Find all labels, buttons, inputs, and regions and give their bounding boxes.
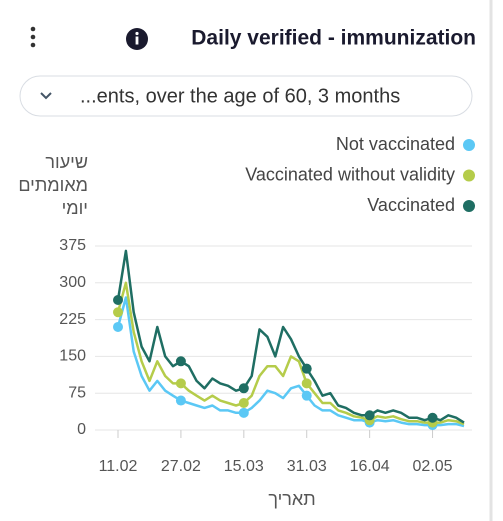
series-point (427, 412, 438, 423)
series-point (175, 395, 186, 406)
x-tick-label: 31.03 (287, 458, 327, 475)
y-tick-label: 300 (59, 274, 86, 291)
legend-swatch (463, 169, 475, 182)
series-line (116, 281, 465, 426)
x-tick-label: 16.04 (350, 458, 390, 475)
x-axis-label: תאריך (268, 489, 315, 509)
y-axis-label: מאומתים (18, 175, 88, 195)
series-point (238, 407, 249, 418)
series-point (113, 321, 123, 332)
series-point (175, 378, 186, 389)
menu-icon[interactable] (30, 26, 36, 48)
legend-label: Vaccinated (367, 195, 455, 215)
legend-swatch (463, 139, 475, 151)
x-tick-label: 15.03 (224, 458, 264, 475)
x-tick-label: 02.05 (413, 458, 453, 475)
series-point (301, 390, 312, 401)
series-line (116, 296, 465, 428)
series-point (113, 307, 123, 318)
series-point (301, 378, 312, 389)
y-tick-label: 75 (68, 384, 86, 401)
series-point (238, 383, 249, 394)
info-icon[interactable] (126, 28, 148, 50)
legend-label: Not vaccinated (336, 134, 455, 154)
series-point (364, 410, 375, 421)
legend-swatch (463, 200, 475, 212)
chevron (40, 92, 52, 100)
series-line (116, 249, 465, 424)
y-tick-label: 150 (59, 348, 86, 365)
x-tick-label: 11.02 (99, 458, 138, 475)
dropdown-text: ...ents, over the age of 60, 3 months (80, 85, 400, 107)
y-axis-label: שיעור (45, 152, 88, 172)
legend-label: Vaccinated without validity (245, 164, 455, 184)
y-axis-label: יומי (62, 198, 88, 218)
title: Daily verified - immunization (191, 27, 476, 50)
y-tick-label: 0 (77, 421, 86, 438)
y-tick-label: 375 (59, 237, 86, 254)
series-point (301, 363, 312, 374)
series-point (238, 398, 249, 409)
series-point (113, 294, 123, 305)
x-tick-label: 27.02 (161, 458, 201, 475)
y-tick-label: 225 (59, 311, 86, 328)
dropdown[interactable] (19, 75, 473, 117)
series-point (175, 356, 186, 367)
